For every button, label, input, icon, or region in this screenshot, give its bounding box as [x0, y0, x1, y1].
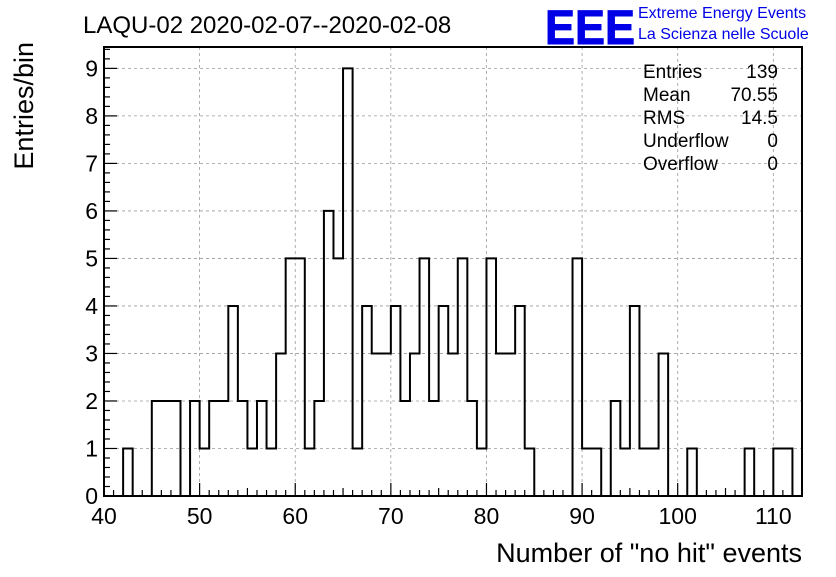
histogram-bar-73	[420, 258, 430, 496]
histogram-bar-61	[305, 448, 315, 496]
histogram-bar-64	[333, 258, 343, 496]
histogram-bar-96	[639, 448, 649, 496]
histogram-bar-59	[286, 258, 296, 496]
stats-label-overflow: Overflow	[643, 154, 718, 175]
histogram-bar-110	[773, 448, 783, 496]
histogram-bar-57	[267, 448, 277, 496]
histogram-bar-91	[592, 448, 602, 496]
stats-value-mean: 70.55	[730, 85, 778, 106]
eee-logo-line2: La Scienza nelle Scuole	[638, 26, 809, 43]
x-axis-tick-labels: 40 50 60 70 80 90 100 110	[91, 503, 791, 529]
stats-label-entries: Entries	[643, 62, 702, 83]
histogram-bar-97	[649, 448, 659, 496]
histogram-bar-77	[458, 258, 468, 496]
histogram-bar-69	[381, 353, 391, 496]
histogram-bar-101	[687, 448, 697, 496]
histogram-bar-60	[295, 258, 305, 496]
histogram-bar-55	[247, 448, 257, 496]
x-tick-label: 50	[187, 503, 213, 529]
histogram-bar-81	[496, 353, 506, 496]
stats-value-overflow: 0	[767, 154, 778, 175]
stats-value-rms: 14.5	[741, 108, 778, 129]
histogram-bar-82	[506, 353, 516, 496]
histogram-bar-84	[525, 448, 535, 496]
histogram-bar-90	[582, 448, 592, 496]
histogram-bar-50	[200, 448, 210, 496]
y-tick-label: 9	[85, 55, 98, 81]
histogram-bar-89	[573, 258, 583, 496]
y-tick-label: 2	[85, 388, 98, 414]
stats-value-entries: 139	[746, 62, 778, 83]
eee-logo-line1: Extreme Energy Events	[638, 5, 806, 22]
axis-ticks	[103, 48, 803, 497]
histogram-bar-94	[620, 448, 630, 496]
y-tick-label: 3	[85, 340, 98, 366]
plot-frame	[103, 46, 803, 497]
stats-box: Entries 139 Mean 70.55 RMS 14.5 Underflow 0 Over…	[643, 62, 778, 175]
histogram-bar-65	[343, 68, 353, 496]
histogram-bar-107	[745, 448, 755, 496]
y-axis-label: Entries/bin	[9, 42, 39, 170]
histogram-bar-58	[276, 353, 286, 496]
y-tick-label: 0	[85, 483, 98, 509]
y-axis-tick-labels: 0 1 2 3 4 5 6 7 8 9	[85, 55, 98, 509]
stats-label-rms: RMS	[643, 108, 685, 129]
y-tick-label: 6	[85, 198, 98, 224]
x-tick-label: 100	[659, 503, 697, 529]
histogram-bar-68	[372, 353, 382, 496]
stats-label-underflow: Underflow	[643, 131, 729, 152]
x-tick-label: 60	[282, 503, 308, 529]
y-tick-label: 5	[85, 245, 98, 271]
stats-value-underflow: 0	[767, 131, 778, 152]
histogram-bar-80	[486, 258, 496, 496]
x-axis-label: Number of "no hit" events	[496, 538, 802, 568]
stats-label-mean: Mean	[643, 85, 691, 106]
histogram-bar-111	[783, 448, 793, 496]
x-tick-label: 110	[755, 503, 792, 529]
x-tick-label: 40	[91, 503, 117, 529]
histogram-bar-76	[448, 353, 458, 496]
chart-title: LAQU-02 2020-02-07--2020-02-08	[83, 12, 451, 39]
x-tick-label: 90	[569, 503, 595, 529]
histogram-outline	[104, 67, 802, 497]
histogram-bar-66	[353, 448, 363, 496]
histogram-bar-42	[123, 448, 133, 496]
histogram-bar-72	[410, 353, 420, 496]
y-tick-label: 4	[85, 293, 98, 319]
x-tick-label: 80	[474, 503, 500, 529]
y-tick-label: 7	[85, 150, 98, 176]
y-tick-label: 1	[85, 435, 98, 461]
x-tick-label: 70	[378, 503, 404, 529]
y-tick-label: 8	[85, 103, 98, 129]
histogram-bar-79	[477, 448, 487, 496]
eee-logo: EEE Extreme Energy Events La Scienza nel…	[545, 2, 809, 56]
histogram-bar-98	[659, 353, 669, 496]
